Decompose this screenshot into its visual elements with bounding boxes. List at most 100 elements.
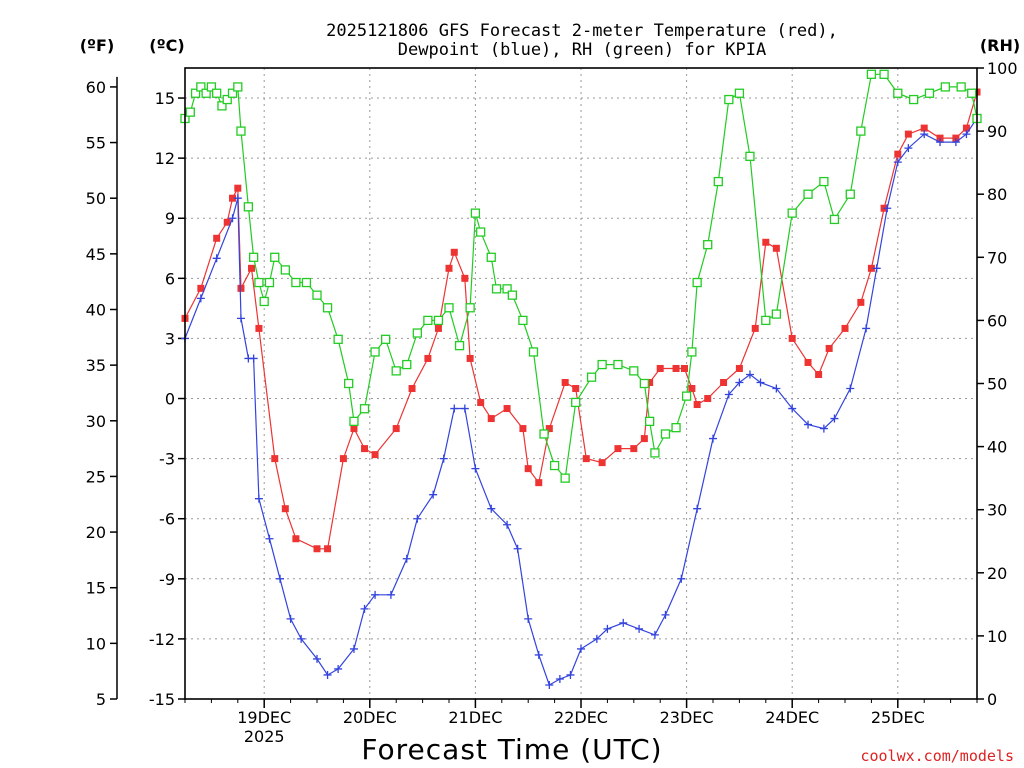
temperature-point xyxy=(952,134,960,142)
fahrenheit-tick-label: 55 xyxy=(86,134,106,153)
dewpoint-point xyxy=(635,624,644,633)
dewpoint-point xyxy=(487,504,496,513)
celsius-tick-label: -15 xyxy=(149,690,175,709)
relative-humidity-point xyxy=(502,284,512,294)
rh-tick-label: 90 xyxy=(987,122,1007,141)
relative-humidity-point xyxy=(291,277,301,288)
relative-humidity-point xyxy=(539,429,549,439)
temperature-point xyxy=(630,445,638,453)
axes: 15129630-3-6-9-12-1560555045403530252015… xyxy=(86,59,1018,746)
temperature-point xyxy=(936,134,944,142)
rh-tick-label: 60 xyxy=(987,311,1007,330)
relative-humidity-point xyxy=(206,82,217,92)
celsius-tick-label: 3 xyxy=(165,329,175,348)
rh-tick-label: 70 xyxy=(987,248,1007,267)
dewpoint-point xyxy=(724,390,733,399)
dewpoint-point xyxy=(650,630,659,639)
rh-unit-label: (RH) xyxy=(980,36,1020,55)
dewpoint-point xyxy=(254,494,263,503)
relative-humidity-point xyxy=(370,347,380,357)
watermark: coolwx.com/models xyxy=(860,747,1014,765)
chart-title-line-1: 2025121806 GFS Forecast 2-meter Temperat… xyxy=(326,21,838,41)
relative-humidity-point xyxy=(845,189,855,199)
relative-humidity-point xyxy=(491,284,502,294)
relative-humidity-point xyxy=(713,176,723,187)
dewpoint-point xyxy=(450,404,459,413)
dewpoint-point xyxy=(460,404,469,413)
temperature-point xyxy=(640,435,648,443)
relative-humidity-point xyxy=(412,328,422,338)
temperature-point xyxy=(324,545,332,553)
dewpoint-point xyxy=(862,324,871,333)
temperature-point xyxy=(292,535,300,543)
x-tick-label: 24DEC xyxy=(765,708,819,727)
celsius-tick-label: 15 xyxy=(155,89,175,108)
rh-tick-label: 100 xyxy=(987,59,1018,78)
dewpoint-point xyxy=(413,514,422,523)
temperature-point xyxy=(772,244,780,252)
relative-humidity-point xyxy=(248,252,259,262)
dewpoint-point xyxy=(788,404,797,413)
temperature-point xyxy=(339,455,347,463)
temperature-point xyxy=(535,479,543,487)
temperature-point xyxy=(371,451,379,459)
rh-tick-label: 20 xyxy=(987,564,1007,583)
temperature-point xyxy=(598,459,606,467)
series-layer xyxy=(180,69,982,689)
dewpoint-point xyxy=(951,138,960,147)
relative-humidity-point xyxy=(233,82,243,92)
relative-humidity-point xyxy=(761,315,771,326)
celsius-tick-label: -6 xyxy=(159,510,175,529)
temperature-point xyxy=(350,425,358,433)
temperature-point xyxy=(962,124,970,132)
relative-humidity-point xyxy=(879,69,889,79)
x-axis-label: Forecast Time (UTC) xyxy=(361,733,662,766)
relative-humidity-point xyxy=(724,94,734,105)
relative-humidity-point xyxy=(528,347,539,357)
dewpoint-point xyxy=(313,654,321,663)
dewpoint-point xyxy=(371,590,380,599)
relative-humidity-point xyxy=(866,69,877,79)
relative-humidity-point xyxy=(280,265,290,275)
dewpoint-point xyxy=(819,424,828,433)
dewpoint-point xyxy=(196,294,205,303)
relative-humidity-point xyxy=(819,176,829,187)
dewpoint-point xyxy=(756,378,765,387)
relative-humidity-point xyxy=(312,290,322,300)
relative-humidity-point xyxy=(518,315,528,326)
relative-humidity-point xyxy=(597,359,607,370)
relative-humidity-point xyxy=(486,252,496,262)
dewpoint-point xyxy=(349,644,358,653)
temperature-point xyxy=(519,425,527,433)
relative-humidity-point xyxy=(359,404,370,414)
relative-humidity-point xyxy=(444,303,454,313)
temperature-point xyxy=(572,385,580,393)
fahrenheit-tick-label: 10 xyxy=(86,634,106,653)
temperature-point xyxy=(751,324,759,332)
dewpoint-point xyxy=(233,194,242,203)
relative-humidity-point xyxy=(893,88,903,98)
dewpoint-point xyxy=(524,614,533,623)
relative-humidity-point xyxy=(745,151,755,161)
dewpoint-point xyxy=(830,414,839,423)
dewpoint-line xyxy=(184,117,978,686)
dewpoint-point xyxy=(323,670,332,679)
relative-humidity-point xyxy=(259,296,269,307)
dewpoint-point xyxy=(693,504,702,513)
temperature-point xyxy=(361,445,369,453)
relative-humidity-point xyxy=(639,378,650,389)
fahrenheit-tick-label: 40 xyxy=(86,300,106,319)
temperature-point xyxy=(434,324,442,332)
temperature-point xyxy=(762,238,770,246)
temperature-point xyxy=(688,385,696,393)
relative-humidity-point xyxy=(423,315,433,326)
relative-humidity-point xyxy=(402,359,412,370)
dewpoint-point xyxy=(735,378,744,387)
fahrenheit-tick-label: 25 xyxy=(86,467,106,486)
temperature-point xyxy=(720,378,728,386)
relative-humidity-point xyxy=(212,88,222,98)
temperature-point xyxy=(408,385,416,393)
rh-tick-label: 30 xyxy=(987,501,1007,520)
dewpoint-point xyxy=(772,384,781,393)
relative-humidity-point xyxy=(803,189,813,199)
